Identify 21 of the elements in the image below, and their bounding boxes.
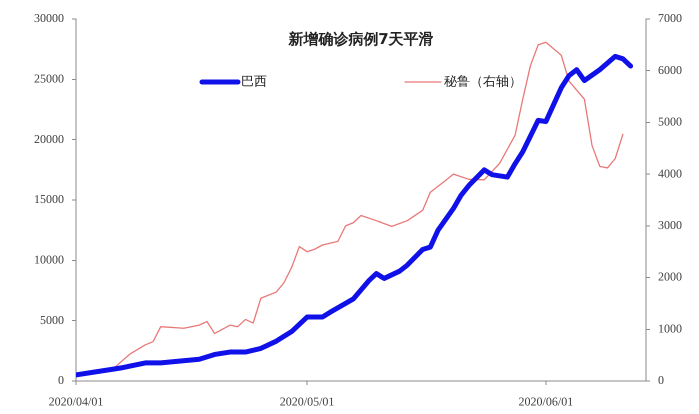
legend-label: 巴西 <box>241 74 267 90</box>
y-tick-label: 30000 <box>34 11 64 26</box>
y-tick-label: 25000 <box>34 71 64 86</box>
y2-tick-label: 3000 <box>658 218 682 232</box>
y-tick-label: 20000 <box>34 132 64 146</box>
x-tick-label: 2020/05/01 <box>280 394 334 408</box>
legend-label: 秘鲁（右轴） <box>444 74 522 90</box>
y2-tick-label: 0 <box>658 373 664 388</box>
x-tick-label: 2020/06/01 <box>518 394 574 408</box>
y2-tick-label: 7000 <box>658 11 682 26</box>
y-tick-label: 10000 <box>34 252 64 266</box>
y2-tick-label: 5000 <box>658 114 682 129</box>
y2-tick-label: 2000 <box>658 270 682 284</box>
x-tick-label: 2020/04/01 <box>48 394 104 408</box>
y-tick-label: 15000 <box>34 192 64 206</box>
text: 新增确诊病例7天平滑 <box>287 30 434 48</box>
y-tick-label: 5000 <box>40 312 64 327</box>
y2-tick-label: 1000 <box>658 321 682 336</box>
y-tick-label: 0 <box>58 373 64 388</box>
y2-tick-label: 4000 <box>658 166 682 180</box>
y2-tick-label: 6000 <box>658 62 682 77</box>
